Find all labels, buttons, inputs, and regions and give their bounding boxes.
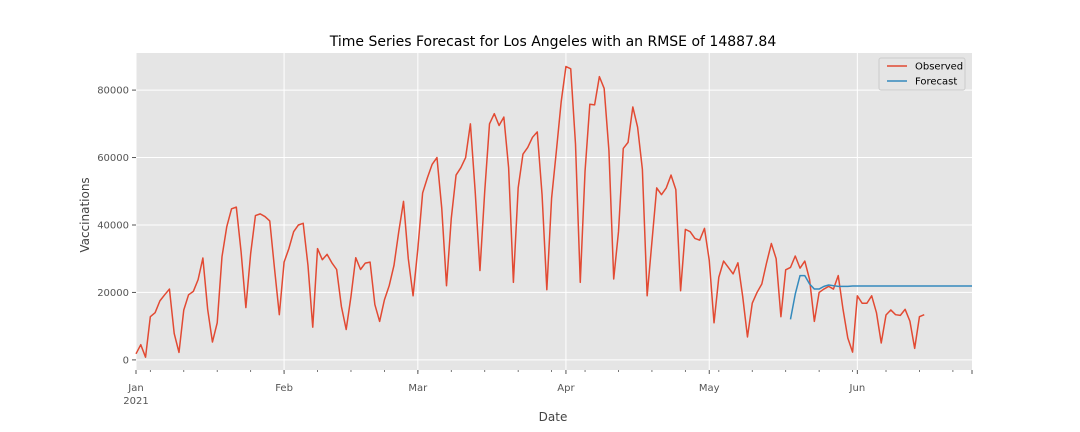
- x-tick-sublabel: 2021: [123, 396, 148, 407]
- y-tick-label: 60000: [97, 153, 129, 164]
- y-axis-label: Vaccinations: [78, 177, 92, 252]
- series-line-forecast: [789, 274, 972, 320]
- legend-label-forecast: Forecast: [915, 77, 957, 88]
- y-axis: 0 20000 40000 60000 80000: [97, 86, 136, 366]
- x-axis: Jan 2021 Feb Mar Apr May Jun: [123, 370, 973, 407]
- x-tick-label: Jan: [127, 383, 143, 394]
- legend-label-observed: Observed: [915, 62, 963, 73]
- plot-area: [136, 53, 972, 370]
- y-tick-label: 0: [123, 355, 129, 366]
- y-tick-label: 80000: [97, 86, 129, 97]
- x-axis-label: Date: [539, 410, 568, 424]
- chart-title: Time Series Forecast for Los Angeles wit…: [329, 34, 777, 50]
- series-layer: [135, 65, 972, 358]
- series-line-observed: [135, 65, 925, 358]
- x-tick-label: Mar: [408, 383, 428, 394]
- x-tick-label: Jun: [849, 383, 866, 394]
- y-tick-label: 40000: [97, 220, 129, 231]
- grid-lines: [135, 53, 972, 370]
- x-tick-label: Apr: [557, 383, 575, 394]
- y-tick-label: 20000: [97, 288, 129, 299]
- x-tick-label: Feb: [275, 383, 293, 394]
- legend: Observed Forecast: [878, 57, 966, 91]
- x-tick-label: May: [699, 383, 720, 394]
